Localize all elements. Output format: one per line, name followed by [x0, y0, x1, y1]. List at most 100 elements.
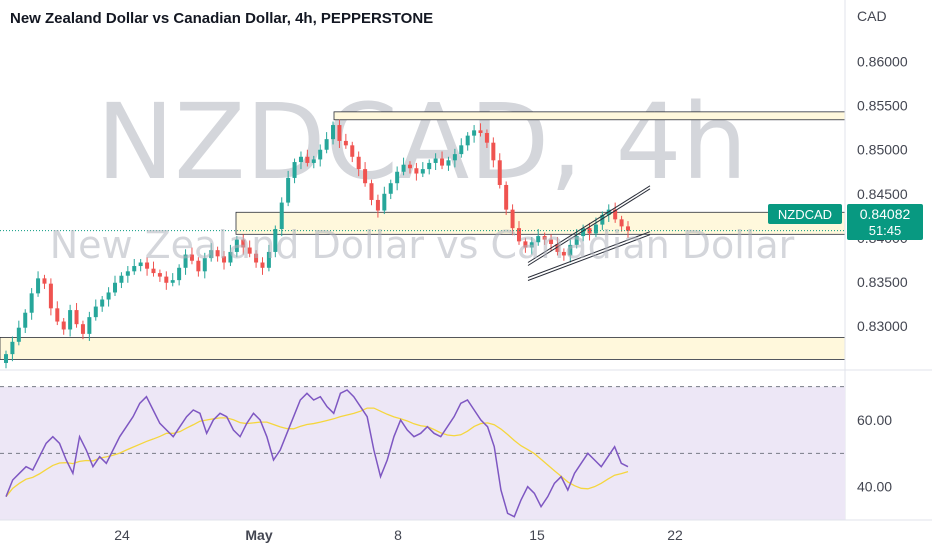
- candle-body: [433, 158, 438, 163]
- candle-body: [241, 239, 246, 248]
- candle-body: [593, 224, 598, 234]
- candle-body: [125, 271, 130, 276]
- candle-body: [74, 310, 79, 325]
- price-zone: [333, 111, 846, 121]
- candle-body: [151, 268, 156, 274]
- price-tick-label: 0.85000: [857, 142, 908, 158]
- candle-body: [523, 241, 528, 248]
- time-axis[interactable]: 24 May 8 15 22: [114, 527, 683, 543]
- candle-body: [87, 317, 92, 334]
- candle-body: [157, 273, 162, 277]
- candle-body: [626, 226, 630, 231]
- candle-body: [305, 156, 310, 163]
- candle-body: [446, 160, 451, 166]
- candle-body: [324, 139, 329, 150]
- candle-body: [516, 228, 521, 242]
- candle-body: [369, 183, 374, 200]
- candle-body: [93, 306, 98, 318]
- candle-body: [549, 239, 554, 245]
- candle-body: [542, 236, 547, 240]
- candle-body: [497, 160, 502, 185]
- candle-body: [61, 321, 66, 330]
- channel-line: [527, 188, 651, 266]
- time-tick-label: 8: [394, 527, 402, 543]
- rsi-tick-label: 40.00: [857, 479, 892, 495]
- candle-body: [100, 299, 105, 307]
- candle-body: [10, 341, 15, 355]
- candle-body: [29, 293, 34, 313]
- price-tick-label: 0.86000: [857, 54, 908, 70]
- last-price-value: 0.84082: [860, 206, 911, 222]
- candle-body: [279, 202, 284, 230]
- price-zone: [0, 336, 846, 360]
- candle-body: [183, 254, 188, 268]
- candle-body: [510, 209, 515, 229]
- candlestick-series: [4, 119, 630, 369]
- candle-body: [459, 145, 464, 155]
- candle-body: [318, 149, 323, 160]
- currency-label: CAD: [857, 8, 887, 24]
- candle-body: [177, 267, 182, 281]
- candle-body: [420, 169, 425, 174]
- rsi-pane: [0, 386, 845, 521]
- support-resistance-zones: [0, 111, 846, 360]
- candle-body: [472, 130, 477, 136]
- candle-body: [356, 156, 361, 170]
- candle-body: [574, 236, 579, 245]
- price-tick-label: 0.85500: [857, 98, 908, 114]
- candle-body: [273, 229, 278, 252]
- candle-body: [536, 236, 541, 243]
- candle-body: [613, 209, 618, 220]
- candle-body: [119, 275, 124, 283]
- trend-channel: [527, 185, 651, 281]
- candle-body: [254, 253, 259, 263]
- channel-line: [527, 231, 651, 278]
- candle-body: [561, 251, 566, 256]
- candle-body: [363, 169, 368, 184]
- rsi-scale[interactable]: 40.00 60.00: [857, 412, 892, 495]
- chart-title: New Zealand Dollar vs Canadian Dollar, 4…: [10, 10, 433, 27]
- candle-body: [222, 256, 227, 263]
- candle-body: [375, 199, 380, 211]
- last-price-badge: NZDCAD 0.84082 51:45: [768, 204, 923, 240]
- time-tick-label: 24: [114, 527, 130, 543]
- candle-body: [215, 250, 220, 257]
- candle-body: [234, 239, 239, 252]
- candle-body: [16, 327, 21, 342]
- candle-body: [48, 283, 53, 309]
- candle-body: [587, 228, 592, 234]
- candle-body: [189, 254, 194, 261]
- candle-body: [202, 258, 207, 272]
- symbol-tag: [768, 204, 842, 224]
- candle-body: [292, 162, 297, 178]
- price-tick-label: 0.83500: [857, 274, 908, 290]
- candle-body: [286, 177, 291, 203]
- candle-body: [465, 135, 470, 146]
- candle-body: [491, 142, 496, 161]
- candle-body: [619, 219, 624, 227]
- candle-body: [427, 162, 432, 170]
- candle-body: [145, 262, 150, 269]
- candle-body: [196, 260, 201, 272]
- rsi-band: [0, 386, 845, 520]
- candle-body: [504, 184, 509, 210]
- candle-body: [350, 145, 355, 157]
- candle-body: [266, 251, 271, 268]
- bar-countdown: 51:45: [869, 223, 902, 238]
- candle-body: [311, 159, 316, 163]
- candle-body: [132, 266, 137, 272]
- candle-body: [395, 171, 400, 184]
- candle-body: [414, 168, 419, 174]
- candle-body: [452, 154, 457, 161]
- time-tick-label: 15: [529, 527, 545, 543]
- candle-body: [298, 156, 303, 163]
- candle-body: [484, 132, 489, 143]
- candle-body: [337, 125, 342, 141]
- candle-body: [209, 250, 214, 259]
- candle-body: [55, 308, 60, 322]
- price-tick-label: 0.84500: [857, 186, 908, 202]
- candle-body: [401, 164, 406, 172]
- candle-body: [407, 164, 412, 169]
- candle-body: [600, 214, 605, 225]
